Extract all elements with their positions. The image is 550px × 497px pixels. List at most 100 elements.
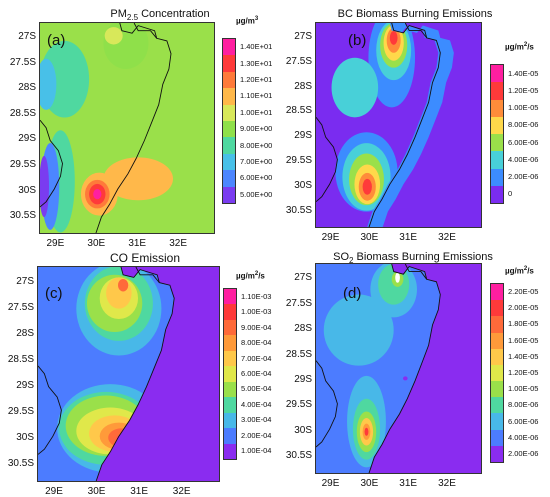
colorbar-label: 1.20E-05 — [508, 85, 539, 95]
panel-a-title: PM2.5 Concentration — [110, 8, 210, 23]
colorbar-segment — [491, 151, 503, 169]
y-tick-label: 28.5S — [285, 348, 312, 360]
colorbar-label: 7.00E-04 — [241, 353, 272, 363]
colorbar-segment — [491, 445, 503, 462]
colorbar-label: 8.00E-06 — [508, 400, 539, 410]
y-tick-label: 30S — [18, 184, 36, 196]
contour-level-11 — [389, 30, 398, 45]
contour-level-1 — [40, 58, 57, 110]
colorbar-label: 1.00E-04 — [241, 446, 272, 456]
panel-b-field — [316, 23, 481, 227]
colorbar-segment — [491, 300, 503, 317]
colorbar-label: 8.00E-04 — [241, 338, 272, 348]
colorbar-segment — [491, 429, 503, 446]
panel-c-map — [37, 266, 220, 482]
colorbar-segment — [224, 412, 236, 429]
contour-level-7 — [103, 157, 174, 201]
y-tick-label: 27S — [18, 31, 36, 43]
y-tick-label: 29.5S — [285, 154, 312, 166]
contour-level-11 — [93, 189, 102, 200]
y-tick-label: 28.5S — [285, 105, 312, 117]
western-border — [316, 360, 338, 448]
y-tick-label: 27.5S — [285, 297, 312, 309]
colorbar-segment — [491, 99, 503, 117]
coastline — [368, 264, 441, 473]
colorbar-segment — [223, 104, 235, 121]
colorbar-label: 6.00E-04 — [241, 369, 272, 378]
y-tick-label: 29S — [294, 373, 312, 385]
panel-d-colorbar-unit: µg/m2/s — [505, 266, 534, 276]
x-tick-label: 31E — [399, 232, 418, 243]
contour-level-10 — [364, 427, 369, 436]
y-tick-label: 30S — [294, 179, 312, 191]
x-tick-label: 30E — [360, 232, 379, 243]
colorbar-label: 1.40E+01 — [240, 42, 273, 52]
colorbar-segment — [491, 116, 503, 134]
x-tick-label: 32E — [438, 478, 456, 489]
colorbar-label: 2.00E-06 — [508, 172, 539, 182]
colorbar-label: 4.00E-06 — [508, 154, 539, 164]
colorbar-label: 1.20E-05 — [508, 368, 539, 377]
y-tick-label: 30S — [16, 431, 34, 443]
panel-b-colorbar-unit: µg/m2/s — [505, 42, 534, 52]
colorbar-label: 9.00E-04 — [241, 322, 272, 332]
coastal-band — [367, 23, 454, 227]
contour-level-0 — [323, 294, 394, 366]
contour-level-11 — [402, 376, 408, 381]
coastline — [95, 23, 172, 233]
panel-d-letter: (d) — [343, 285, 362, 302]
colorbar-segment — [223, 170, 235, 187]
colorbar-segment — [223, 55, 235, 72]
colorbar-label: 6.00E+00 — [240, 173, 273, 183]
colorbar-label: 9.00E+00 — [240, 124, 273, 134]
colorbar-segment — [223, 186, 235, 203]
colorbar-label: 3.00E-04 — [241, 415, 272, 425]
colorbar-segment — [491, 348, 503, 365]
y-tick-label: 29.5S — [9, 159, 36, 171]
colorbar-label: 5.00E+00 — [240, 189, 273, 199]
northern-border — [135, 267, 160, 283]
x-tick-label: 31E — [128, 238, 147, 249]
x-tick-label: 30E — [87, 238, 106, 249]
colorbar-segment — [223, 71, 235, 89]
panel-a-colorbar — [222, 38, 236, 204]
western-border — [316, 117, 338, 203]
y-tick-label: 30S — [294, 424, 312, 436]
y-tick-label: 29S — [16, 379, 34, 391]
y-tick-label: 28S — [294, 80, 312, 92]
colorbar-segment — [224, 319, 236, 336]
y-tick-label: 27S — [294, 30, 312, 42]
colorbar-segment — [491, 185, 503, 203]
colorbar-label: 2.20E-05 — [508, 287, 539, 297]
colorbar-segment — [224, 350, 236, 367]
x-tick-label: 32E — [438, 232, 456, 243]
colorbar-label: 1.60E-05 — [508, 335, 539, 345]
colorbar-segment — [223, 153, 235, 171]
colorbar-segment — [491, 284, 503, 301]
x-tick-label: 31E — [399, 478, 418, 489]
colorbar-segment — [491, 332, 503, 349]
colorbar-segment — [491, 381, 503, 398]
colorbar-label: 1.10E+01 — [240, 91, 273, 101]
x-tick-label: 29E — [321, 232, 340, 243]
ocean-region — [369, 264, 481, 473]
y-tick-label: 27S — [16, 275, 34, 287]
panel-b-map — [315, 22, 482, 228]
contour-level-7 — [118, 278, 129, 292]
y-tick-label: 27.5S — [7, 301, 34, 313]
panel-c-letter: (c) — [45, 285, 63, 302]
y-tick-label: 27S — [294, 272, 312, 284]
coastline — [368, 23, 441, 227]
x-tick-label: 31E — [130, 486, 149, 497]
colorbar-label: 1.80E-05 — [508, 319, 539, 329]
y-tick-label: 28.5S — [9, 107, 36, 119]
ocean-region — [96, 267, 219, 481]
northern-border — [133, 23, 158, 39]
y-tick-label: 27.5S — [285, 55, 312, 67]
colorbar-label: 6.00E-06 — [508, 137, 539, 147]
y-tick-label: 29.5S — [285, 399, 312, 411]
colorbar-label: 1.00E-05 — [508, 103, 539, 113]
colorbar-segment — [224, 397, 236, 413]
panel-a-map — [39, 22, 215, 234]
colorbar-label: 5.00E-04 — [241, 384, 272, 394]
